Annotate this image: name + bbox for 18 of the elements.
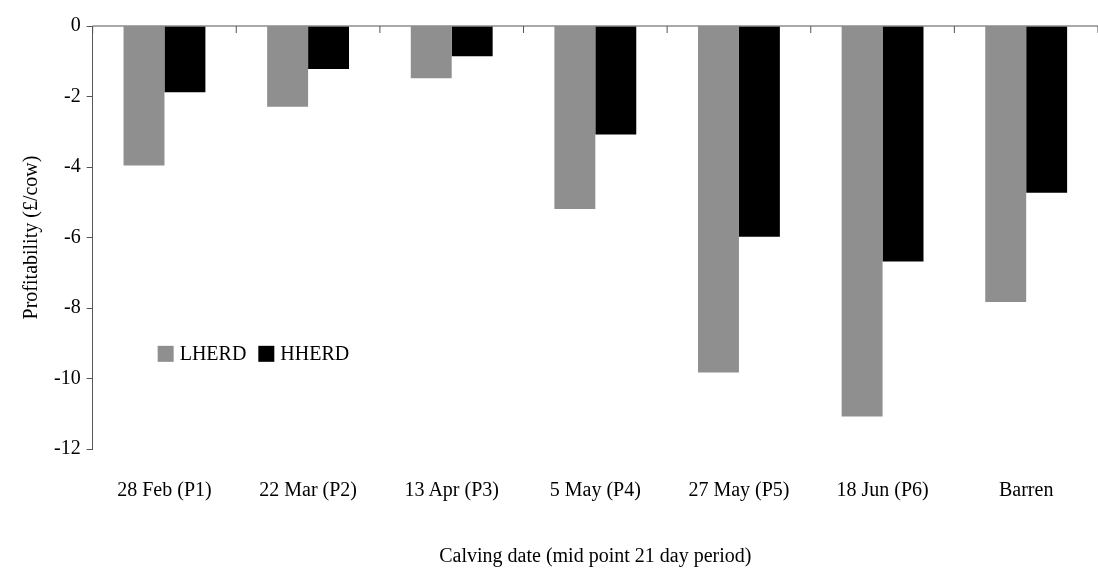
legend-label: HHERD [280,342,350,365]
x-tick-label: 5 May (P4) [549,478,641,502]
y-tick-label: 0 [70,13,81,36]
y-tick-label: -4 [63,154,81,177]
y-tick-label: -10 [53,365,81,388]
y-tick-label: -12 [53,436,81,459]
legend-label: LHERD [179,342,247,365]
y-tick-label: -6 [63,224,81,247]
x-tick-label: 18 Jun (P6) [836,478,929,502]
x-tick-label: Barren [998,478,1054,501]
y-axis-title: Profitability (£/cow) [19,155,43,320]
x-tick-label: 27 May (P5) [688,478,790,502]
x-tick-label: 28 Feb (P1) [117,478,212,502]
x-axis-title: Calving date (mid point 21 day period) [439,544,752,568]
x-tick-label: 13 Apr (P3) [404,478,499,502]
x-tick-label: 22 Mar (P2) [259,478,357,502]
y-tick-label: -2 [63,83,81,106]
y-tick-label: -8 [63,295,81,318]
